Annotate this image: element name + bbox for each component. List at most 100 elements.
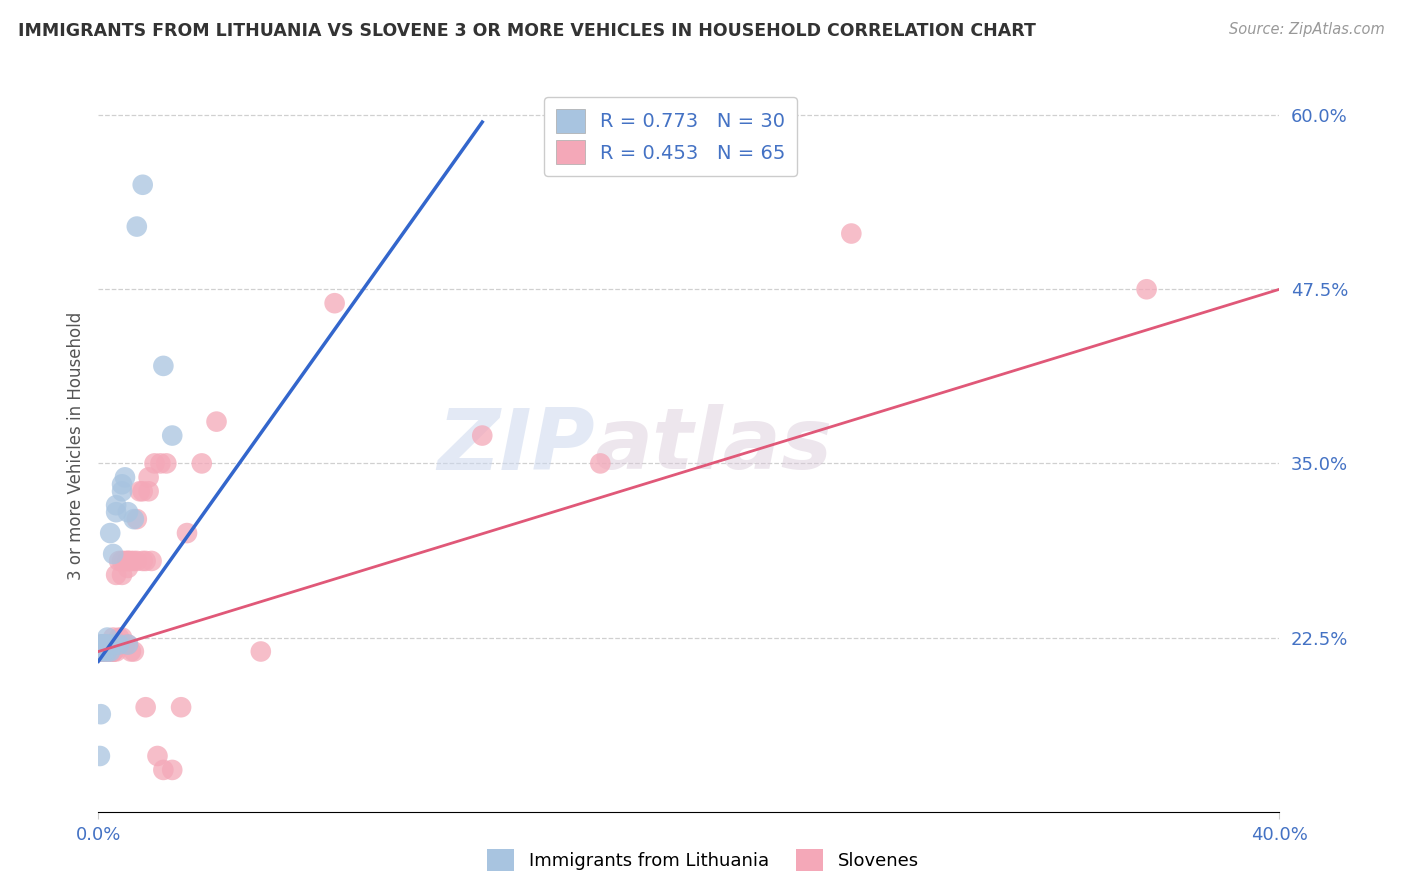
Point — [90, 707, 112, 722]
Point — [90, 638, 112, 652]
Point — [103, 638, 125, 652]
Point — [152, 763, 174, 777]
Text: atlas: atlas — [595, 404, 832, 488]
Legend: Immigrants from Lithuania, Slovenes: Immigrants from Lithuania, Slovenes — [479, 842, 927, 879]
Point — [93, 638, 115, 652]
Point — [93, 638, 115, 652]
Point — [132, 178, 155, 192]
Point — [98, 644, 121, 658]
Point — [162, 763, 183, 777]
Point — [91, 638, 114, 652]
Point — [122, 644, 145, 658]
Point — [135, 700, 157, 714]
Point — [108, 631, 131, 645]
Point — [125, 512, 148, 526]
Point — [108, 638, 131, 652]
Point — [98, 644, 121, 658]
Point — [98, 638, 121, 652]
Point — [205, 415, 228, 429]
Point — [103, 631, 125, 645]
Point — [98, 526, 121, 541]
Point — [90, 644, 112, 658]
Point — [93, 644, 115, 658]
Point — [176, 526, 198, 541]
Point — [105, 567, 128, 582]
Point — [96, 644, 118, 658]
Point — [111, 554, 134, 568]
Point — [93, 644, 115, 658]
Text: ZIP: ZIP — [437, 404, 595, 488]
Point — [141, 554, 163, 568]
Point — [1136, 282, 1159, 296]
Point — [146, 749, 169, 764]
Point — [117, 638, 139, 652]
Point — [111, 631, 134, 645]
Point — [117, 638, 139, 652]
Point — [143, 457, 166, 471]
Point — [155, 457, 177, 471]
Point — [96, 631, 118, 645]
Point — [191, 457, 214, 471]
Point — [90, 638, 112, 652]
Point — [152, 359, 174, 373]
Point — [250, 644, 273, 658]
Point — [117, 561, 139, 575]
Point — [105, 644, 128, 658]
Point — [96, 638, 118, 652]
Point — [108, 638, 131, 652]
Point — [96, 644, 118, 658]
Point — [114, 554, 136, 568]
Point — [105, 498, 128, 512]
Legend: R = 0.773   N = 30, R = 0.453   N = 65: R = 0.773 N = 30, R = 0.453 N = 65 — [544, 97, 797, 176]
Point — [90, 638, 112, 652]
Point — [96, 638, 118, 652]
Point — [128, 484, 150, 499]
Point — [170, 700, 193, 714]
Point — [135, 554, 157, 568]
Point — [111, 567, 134, 582]
Point — [117, 505, 139, 519]
Text: IMMIGRANTS FROM LITHUANIA VS SLOVENE 3 OR MORE VEHICLES IN HOUSEHOLD CORRELATION: IMMIGRANTS FROM LITHUANIA VS SLOVENE 3 O… — [18, 22, 1036, 40]
Y-axis label: 3 or more Vehicles in Household: 3 or more Vehicles in Household — [66, 312, 84, 580]
Point — [138, 470, 160, 484]
Point — [114, 470, 136, 484]
Point — [125, 219, 148, 234]
Point — [91, 638, 114, 652]
Point — [149, 457, 172, 471]
Point — [108, 554, 131, 568]
Point — [117, 554, 139, 568]
Point — [111, 638, 134, 652]
Point — [841, 227, 863, 241]
Point — [117, 554, 139, 568]
Point — [96, 644, 118, 658]
Point — [111, 484, 134, 499]
Point — [105, 638, 128, 652]
Point — [323, 296, 346, 310]
Point — [122, 512, 145, 526]
Point — [90, 644, 112, 658]
Point — [103, 644, 125, 658]
Point — [120, 554, 142, 568]
Point — [103, 644, 125, 658]
Point — [103, 547, 125, 561]
Point — [132, 554, 155, 568]
Point — [125, 554, 148, 568]
Point — [132, 484, 155, 499]
Text: Source: ZipAtlas.com: Source: ZipAtlas.com — [1229, 22, 1385, 37]
Point — [138, 484, 160, 499]
Point — [122, 554, 145, 568]
Point — [471, 428, 494, 442]
Point — [103, 644, 125, 658]
Point — [96, 644, 118, 658]
Point — [93, 644, 115, 658]
Point — [89, 749, 111, 764]
Point — [162, 428, 183, 442]
Point — [120, 644, 142, 658]
Point — [589, 457, 612, 471]
Point — [105, 505, 128, 519]
Point — [96, 638, 118, 652]
Point — [111, 477, 134, 491]
Point — [89, 644, 111, 658]
Point — [90, 644, 112, 658]
Point — [98, 638, 121, 652]
